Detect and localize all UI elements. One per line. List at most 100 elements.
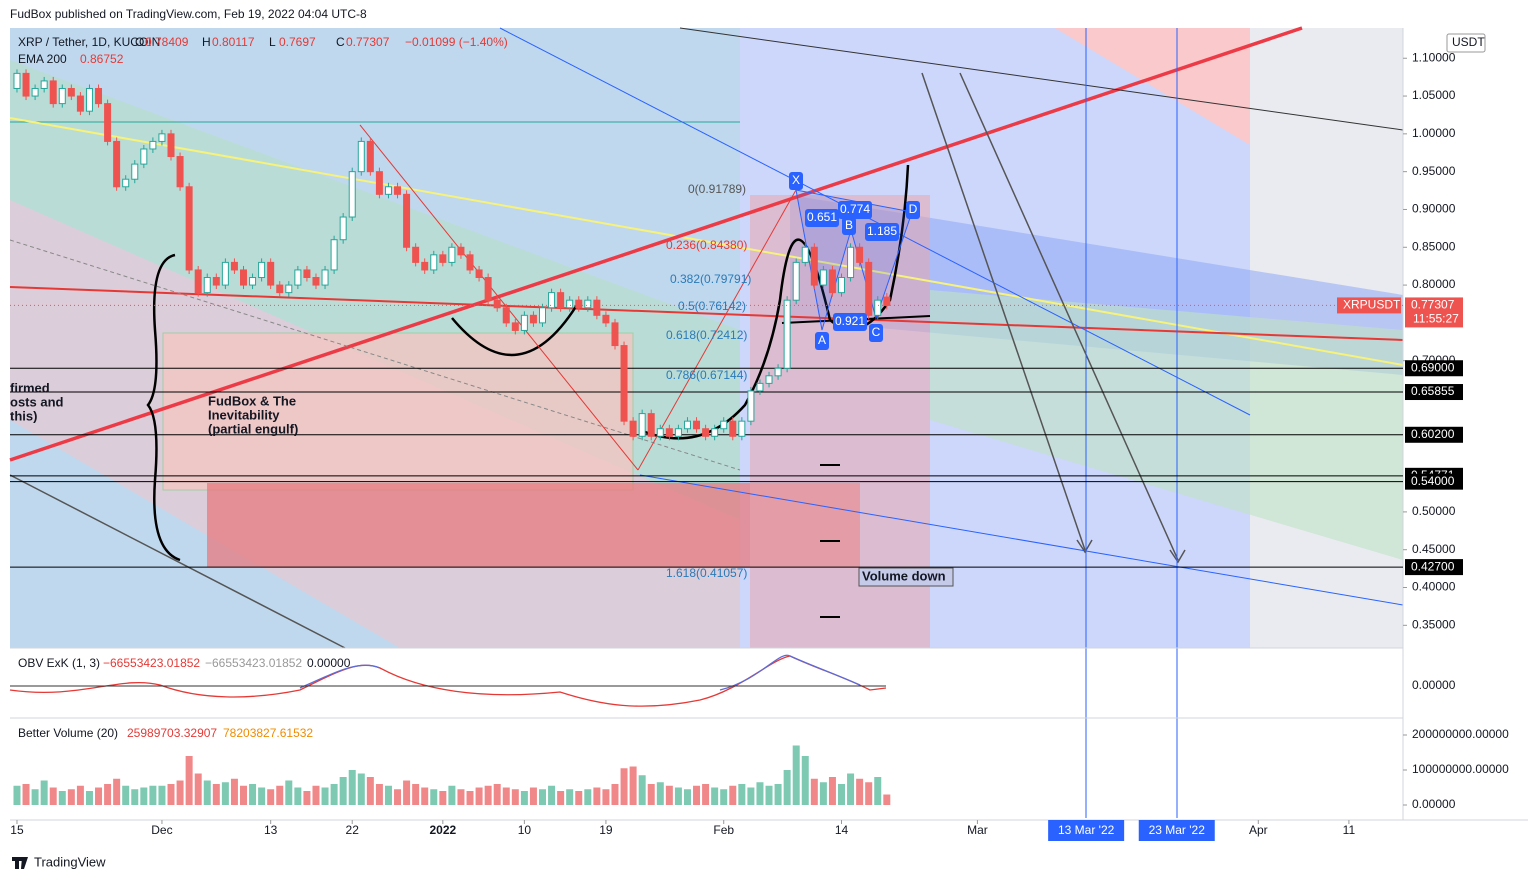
candle bbox=[421, 261, 429, 271]
level-box bbox=[1405, 360, 1463, 377]
volume-bar bbox=[683, 789, 691, 805]
candle bbox=[294, 269, 302, 286]
volume-bar bbox=[394, 789, 402, 805]
candle bbox=[384, 186, 392, 195]
countdown: 11:55:27 bbox=[1413, 312, 1459, 326]
pattern-label: X bbox=[792, 173, 800, 187]
volume-bar bbox=[484, 785, 492, 805]
candle bbox=[620, 345, 628, 422]
volume-bar bbox=[312, 785, 320, 805]
volume-bar bbox=[294, 787, 302, 805]
volume-bar bbox=[140, 787, 148, 805]
volume-bar bbox=[67, 789, 75, 805]
volume-tick-label: 0.00000 bbox=[1412, 797, 1456, 811]
candle bbox=[67, 87, 75, 97]
candle bbox=[212, 277, 220, 286]
volume-bar bbox=[357, 773, 365, 805]
fib-label: 1.618(0.41057) bbox=[666, 566, 747, 580]
candle bbox=[548, 292, 556, 309]
volume-bar bbox=[548, 785, 556, 805]
obv-value: 0.00000 bbox=[307, 656, 351, 670]
volume-bar bbox=[212, 784, 220, 805]
pattern-label: D bbox=[909, 202, 918, 216]
volume-bar bbox=[856, 778, 864, 805]
candle bbox=[756, 382, 764, 392]
y-tick-label: 1.10000 bbox=[1412, 50, 1456, 64]
volume-bar bbox=[285, 780, 293, 805]
candle bbox=[439, 254, 447, 263]
pattern-box bbox=[869, 324, 883, 342]
volume-bar bbox=[566, 789, 574, 805]
volume-bar bbox=[511, 789, 519, 805]
volume-bar bbox=[493, 784, 501, 805]
level-box bbox=[1405, 426, 1463, 443]
pattern-box bbox=[805, 209, 839, 227]
volume-bar bbox=[167, 784, 175, 805]
pattern-label: 0.921 bbox=[835, 314, 865, 328]
x-tick-label: Feb bbox=[713, 823, 734, 837]
channel bbox=[930, 290, 1403, 560]
zone bbox=[1055, 28, 1250, 145]
volume-bar bbox=[647, 784, 655, 805]
volume-bar bbox=[828, 777, 836, 805]
volume-bar bbox=[810, 778, 818, 805]
legend-title: XRP / Tether, 1D, KUCOIN bbox=[18, 35, 160, 49]
candle bbox=[185, 186, 193, 271]
volume-bar bbox=[412, 784, 420, 805]
volume-bar bbox=[330, 784, 338, 805]
volume-bar bbox=[95, 787, 103, 805]
level-box bbox=[1405, 559, 1463, 576]
candle bbox=[203, 277, 211, 294]
x-tick-label: 19 bbox=[599, 823, 613, 837]
currency: USDT bbox=[1452, 35, 1485, 49]
volume-bar bbox=[729, 785, 737, 805]
annotation: firmed bbox=[10, 380, 50, 395]
x-tick-label: Mar bbox=[967, 823, 988, 837]
candle bbox=[403, 193, 411, 248]
x-tick-label: 2022 bbox=[429, 823, 456, 837]
candle bbox=[693, 420, 701, 430]
volume-bar bbox=[149, 785, 157, 805]
candle bbox=[276, 284, 284, 294]
volume-bar bbox=[502, 787, 510, 805]
y-tick-label: 0.95000 bbox=[1412, 164, 1456, 178]
volume-bar bbox=[865, 782, 873, 805]
x-tick-label: 13 bbox=[264, 823, 278, 837]
volume-bar bbox=[421, 787, 429, 805]
candle bbox=[520, 314, 528, 331]
fib-label: 0.5(0.76142) bbox=[678, 299, 746, 313]
volume-bar bbox=[539, 789, 547, 805]
volume-bar bbox=[40, 780, 48, 805]
candle bbox=[375, 171, 383, 195]
x-tick-label: 15 bbox=[10, 823, 24, 837]
candle bbox=[720, 420, 728, 430]
candle bbox=[149, 140, 157, 150]
candle bbox=[466, 254, 474, 271]
candle bbox=[31, 87, 39, 97]
logo bbox=[12, 857, 28, 869]
volume-bar bbox=[276, 785, 284, 805]
volume-bar bbox=[593, 787, 601, 805]
volume-bar bbox=[131, 789, 139, 805]
volume-bar bbox=[13, 785, 21, 805]
last-price: 0.77307 bbox=[1411, 298, 1455, 312]
candle bbox=[529, 314, 537, 324]
pattern-box bbox=[838, 201, 872, 219]
candle bbox=[13, 72, 21, 89]
y-tick-label: 0.35000 bbox=[1412, 617, 1456, 631]
last-price-name: XRPUSDT bbox=[1343, 298, 1401, 312]
obv-value: −66553423.01852 bbox=[103, 656, 200, 670]
ohlc-value: 0.77307 bbox=[346, 35, 390, 49]
candle bbox=[285, 284, 293, 294]
volume-bar bbox=[22, 784, 30, 805]
change: −0.01099 (−1.40%) bbox=[405, 35, 508, 49]
fib-label: 0.382(0.79791) bbox=[670, 272, 751, 286]
candle bbox=[828, 269, 836, 294]
date-marker-label: 13 Mar '22 bbox=[1058, 823, 1115, 837]
volume-bar bbox=[874, 777, 882, 805]
volume-bar bbox=[838, 784, 846, 805]
volume-bar bbox=[557, 791, 565, 805]
volume-bar bbox=[49, 787, 57, 805]
candle bbox=[49, 80, 57, 105]
candle bbox=[502, 307, 510, 324]
